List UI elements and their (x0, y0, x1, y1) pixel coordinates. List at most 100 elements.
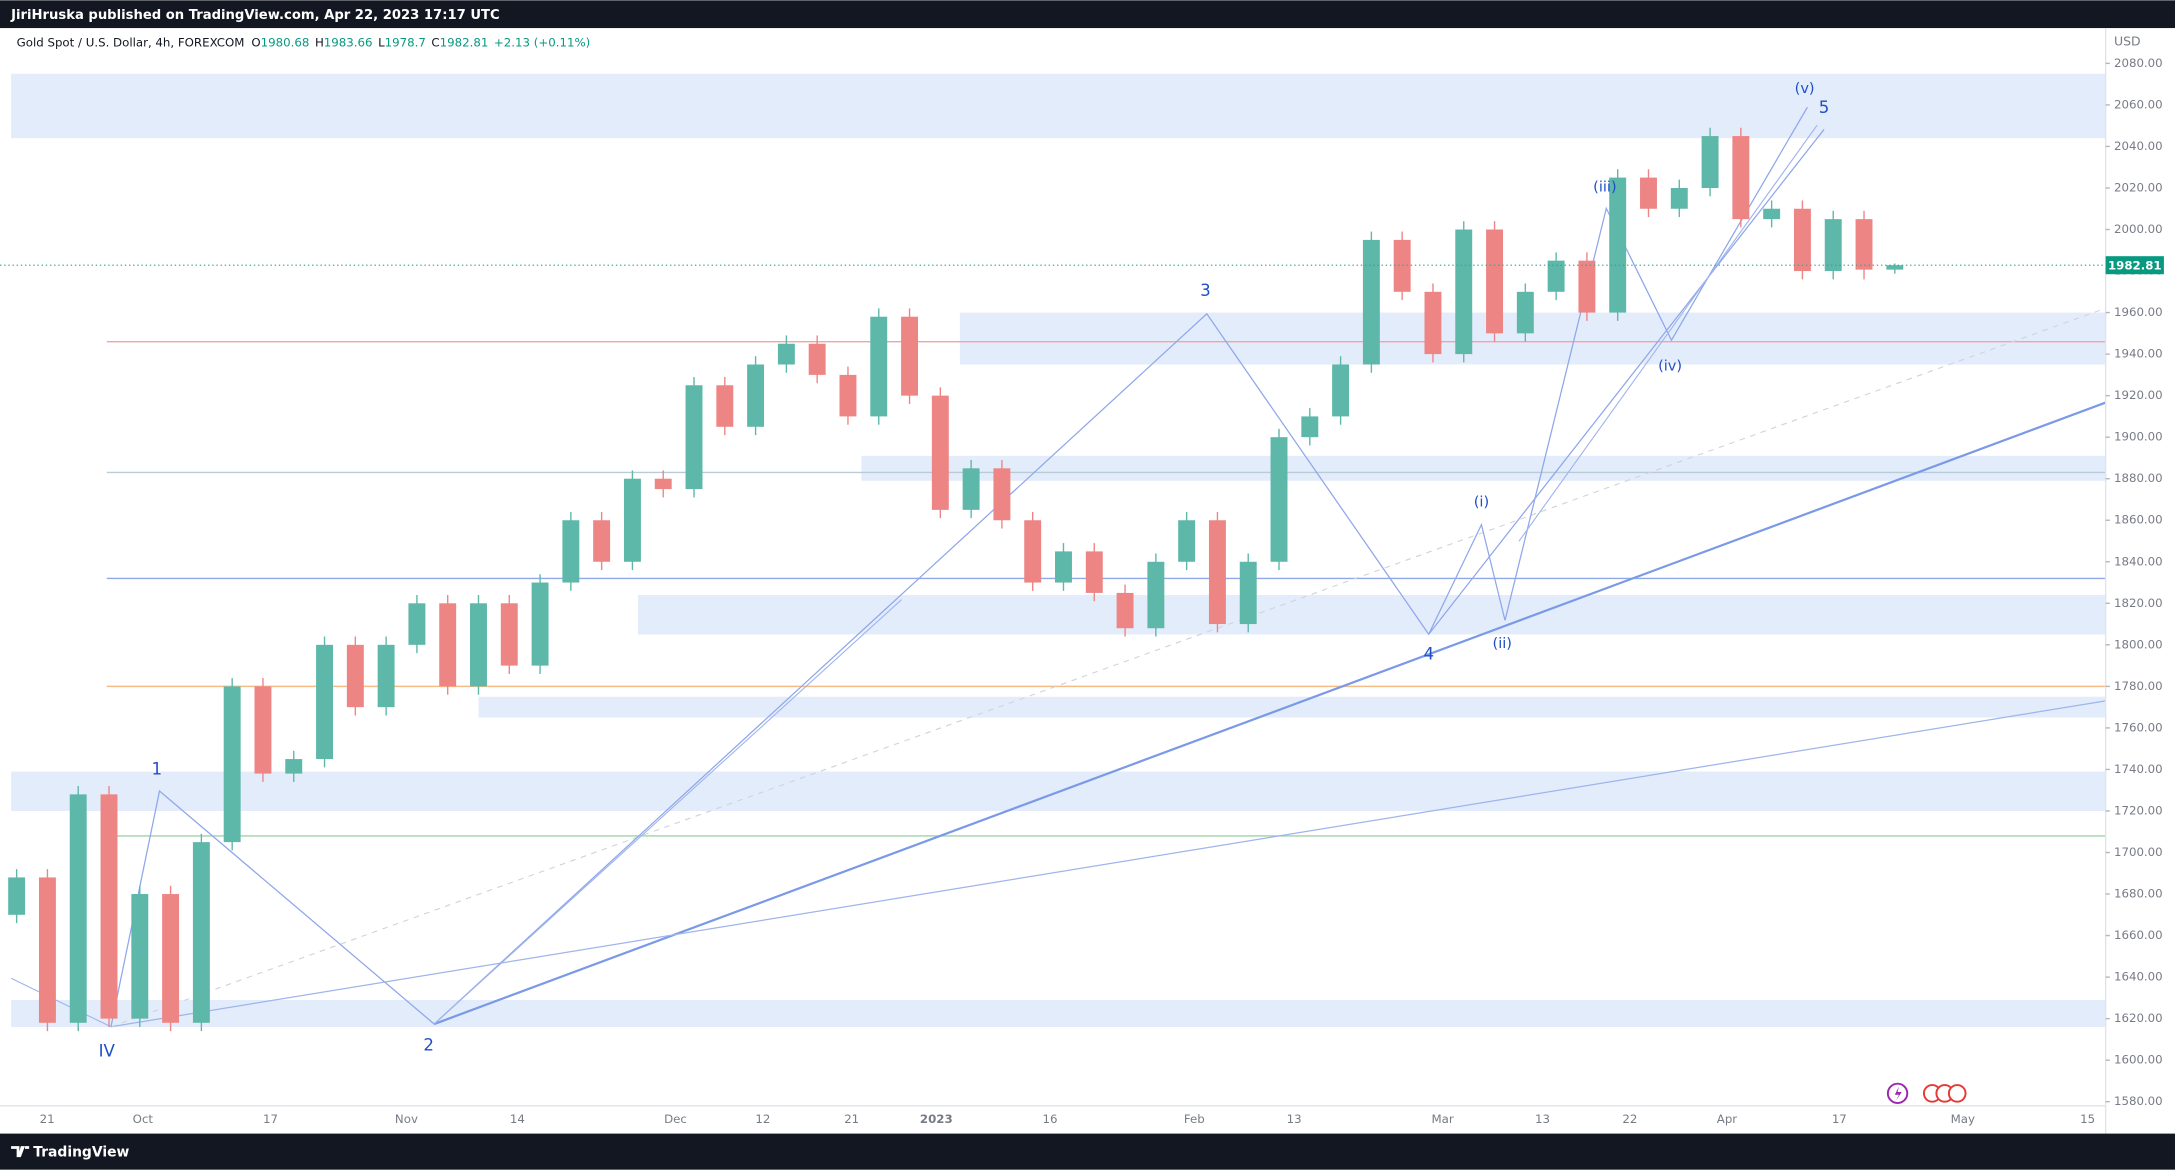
x-tick-label: Mar (1431, 1112, 1453, 1126)
x-tick-label: 13 (1287, 1112, 1302, 1126)
y-tick-label: 2040.00 (2114, 139, 2163, 153)
y-tick-label: 1940.00 (2114, 347, 2163, 361)
candle-body (1178, 520, 1196, 562)
legend-value: 1980.68 (261, 35, 310, 49)
y-tick-label: 2000.00 (2114, 222, 2163, 236)
candle-body (623, 478, 641, 562)
candle-body (408, 603, 426, 645)
symbol-title: Gold Spot / U.S. Dollar, 4h, FOREXCOM (17, 35, 245, 49)
y-tick-label: 1780.00 (2114, 679, 2163, 693)
candle-body (1886, 265, 1904, 270)
publisher-header: JiriHruska published on TradingView.com,… (10, 8, 500, 23)
top-bar (0, 0, 2175, 29)
legend-value: 1983.66 (324, 35, 373, 49)
candle-body (839, 374, 857, 417)
wave-label: (iv) (1658, 358, 1682, 375)
x-tick-label: 22 (1622, 1112, 1637, 1126)
candle-body (8, 877, 26, 915)
candle-body (685, 385, 703, 490)
candle-body (1393, 239, 1411, 292)
footer-brand: TradingView (33, 1144, 129, 1160)
y-tick-label: 2080.00 (2114, 56, 2163, 70)
candle-body (1609, 177, 1627, 313)
candle-body (69, 794, 87, 1023)
wave-label: 2 (423, 1036, 434, 1055)
wave-path (110, 128, 1825, 1027)
candle-body (901, 316, 919, 396)
x-tick-label: May (1951, 1112, 1975, 1126)
candle-body (808, 343, 826, 375)
legend-change: +2.13 (+0.11%) (494, 35, 590, 49)
wave-label: 1 (151, 760, 162, 779)
candle-body (1793, 208, 1811, 272)
candle-body (654, 478, 672, 490)
y-tick-label: 1820.00 (2114, 596, 2163, 610)
candle-body (377, 644, 395, 708)
candle-body (1732, 136, 1750, 220)
y-tick-label: 2020.00 (2114, 180, 2163, 194)
candle-body (38, 877, 56, 1023)
wave-label: (iii) (1593, 179, 1616, 196)
bottom-bar (0, 1133, 2175, 1170)
y-tick-label: 1960.00 (2114, 305, 2163, 319)
last-price-label: 1982.81 (2108, 258, 2162, 272)
candle-body (716, 385, 734, 427)
y-tick-label: 1840.00 (2114, 554, 2163, 568)
candle-body (931, 395, 949, 510)
candle-body (1362, 239, 1380, 365)
y-tick-label: 1680.00 (2114, 887, 2163, 901)
wave-label: 3 (1200, 281, 1211, 300)
candle-body (962, 468, 980, 510)
x-tick-label: Nov (395, 1112, 418, 1126)
y-tick-label: 1920.00 (2114, 388, 2163, 402)
wave-label: (v) (1795, 80, 1815, 97)
legend-key: L (378, 35, 385, 49)
x-tick-label: 13 (1535, 1112, 1550, 1126)
y-tick-label: 1860.00 (2114, 513, 2163, 527)
candle-body (993, 468, 1011, 521)
candle-body (1116, 592, 1134, 629)
candle-body (1332, 364, 1350, 417)
legend-key: C (431, 35, 439, 49)
x-tick-label: 16 (1043, 1112, 1058, 1126)
zone (478, 696, 2106, 718)
candle-body (1147, 561, 1165, 629)
y-tick-label: 1600.00 (2114, 1053, 2163, 1067)
zone (638, 595, 2106, 635)
candle-body (346, 644, 364, 708)
candle-body (100, 794, 118, 1019)
y-tick-label: 1580.00 (2114, 1094, 2163, 1108)
y-tick-label: 1720.00 (2114, 803, 2163, 817)
candle-body (1055, 551, 1072, 583)
trend-line (433, 401, 2107, 1026)
x-tick-label: 17 (1832, 1112, 1847, 1126)
candle-body (1024, 520, 1042, 583)
x-tick-label: 12 (755, 1112, 770, 1126)
candle-body (1301, 416, 1319, 438)
x-tick-label: Oct (133, 1112, 154, 1126)
candle-body (1701, 136, 1719, 188)
trend-line (110, 307, 2106, 1028)
channel-line (433, 599, 902, 1025)
candle-body (1239, 561, 1257, 625)
candle-body (777, 343, 795, 365)
wave-label: IV (99, 1041, 116, 1060)
legend-key: H (315, 35, 324, 49)
y-tick-label: 1640.00 (2114, 970, 2163, 984)
candle-body (531, 582, 549, 666)
candle-body (192, 842, 210, 1023)
indicator-icons[interactable] (1886, 1082, 1967, 1105)
x-tick-label: 17 (263, 1112, 278, 1126)
x-tick-label: 15 (2080, 1112, 2095, 1126)
candle-body (1208, 520, 1226, 625)
candle-body (747, 364, 765, 427)
candle-body (285, 759, 303, 774)
candle-body (1486, 229, 1504, 334)
candle-body (1763, 208, 1781, 220)
currency-label: USD (2114, 33, 2141, 48)
x-tick-label: Feb (1184, 1112, 1205, 1126)
candle-body (1640, 177, 1657, 209)
candle-body (870, 316, 888, 417)
